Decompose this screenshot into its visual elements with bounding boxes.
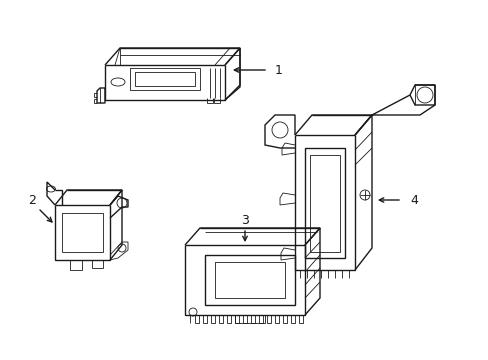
Text: 3: 3 bbox=[241, 213, 248, 226]
Text: 4: 4 bbox=[409, 194, 417, 207]
Text: 2: 2 bbox=[28, 194, 36, 207]
Text: 1: 1 bbox=[274, 63, 282, 77]
